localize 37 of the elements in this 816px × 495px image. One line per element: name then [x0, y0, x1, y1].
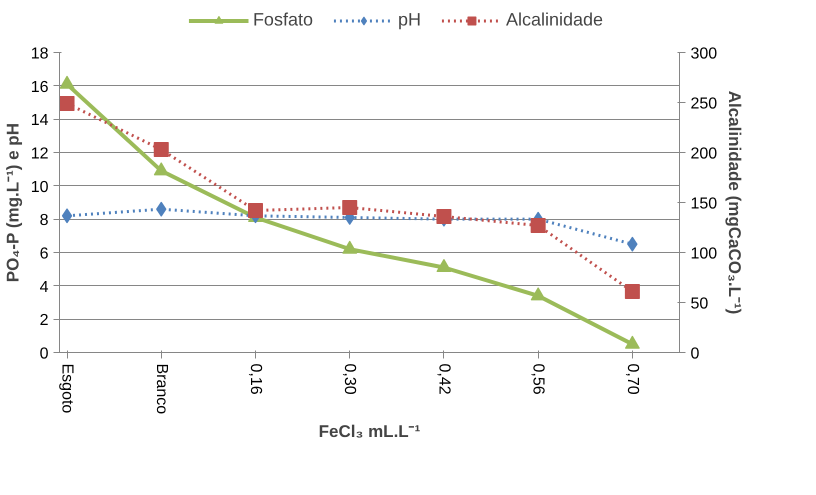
x-tick-label: Esgoto: [58, 364, 76, 414]
y2-tick-label: 100: [690, 246, 718, 262]
y2-tick-label: 250: [690, 96, 718, 112]
y-tick-label: 16: [30, 78, 49, 96]
y2-tick-label: 150: [690, 196, 718, 212]
x-tick-label: Branco: [152, 364, 170, 414]
y2-tick-label: 50: [690, 296, 708, 312]
y-tick-label: 8: [40, 212, 49, 230]
point: [60, 96, 75, 111]
y-tick-label: 10: [30, 178, 49, 196]
legend-label: Fosfato: [252, 10, 313, 30]
legend-label: Alcalinidade: [506, 10, 604, 30]
x-tick-label: 0,42: [435, 364, 452, 395]
x-tick-label: 0,16: [246, 364, 264, 395]
legend-label: pH: [398, 10, 421, 30]
x-axis-title: FeCl₃ mL.L⁻¹: [318, 422, 421, 442]
y2-tick-label: 200: [690, 146, 718, 162]
point: [248, 203, 263, 218]
y-tick-label: 6: [40, 246, 49, 262]
y-tick-label: 14: [30, 112, 49, 130]
x-tick-label: 0,70: [624, 364, 641, 395]
y-tick-label: 12: [30, 146, 49, 162]
point: [624, 284, 640, 299]
y-axis-title: PO₄-P (mg.L⁻¹) e pH: [4, 123, 23, 282]
x-tick-label: 0,56: [530, 364, 547, 395]
point: [530, 218, 546, 233]
point: [154, 142, 169, 157]
y2-axis-title: Alcalinidade (mgCaCO₃.L⁻¹): [725, 90, 744, 314]
y-tick-label: 0: [40, 346, 49, 362]
y2-tick-label: 0: [690, 346, 700, 362]
y-tick-label: 18: [30, 46, 49, 62]
y2-tick-label: 300: [690, 46, 718, 62]
y-tick-label: 4: [40, 278, 49, 296]
point: [436, 209, 452, 224]
x-tick-label: 0,30: [341, 364, 358, 395]
y-tick-label: 2: [40, 312, 49, 330]
point: [342, 200, 358, 215]
